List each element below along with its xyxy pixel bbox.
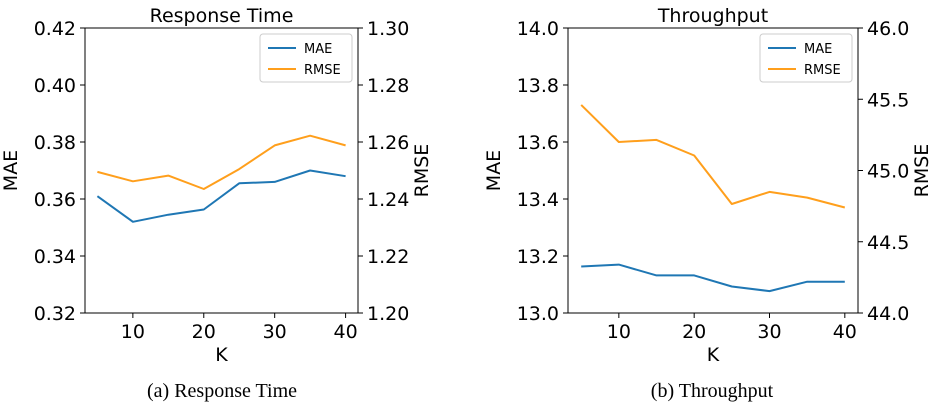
figure-caption: (b) Throughput bbox=[651, 380, 774, 402]
x-axis-label: K bbox=[215, 344, 228, 366]
chart-panel-0: Response Time 10 20 30 40 0.32 0.34 0.36 0.38 0.4… bbox=[0, 5, 433, 402]
series-line-rmse bbox=[97, 134, 346, 190]
series-line-mae bbox=[581, 263, 845, 293]
y2-tick-label: 45.5 bbox=[867, 89, 909, 111]
legend-label: MAE bbox=[804, 42, 832, 57]
y2-tick-label: 1.30 bbox=[367, 18, 409, 40]
y2-tick-label: 44.0 bbox=[867, 303, 909, 325]
plot-frame bbox=[84, 27, 359, 314]
chart-panel-1: Throughput 10 20 30 40 13.0 13.2 13.4 13.6 13.8 14… bbox=[483, 5, 933, 402]
legend: MAE RMSE bbox=[259, 33, 353, 83]
x-axis-label: K bbox=[707, 344, 720, 366]
y-tick-label: 0.34 bbox=[34, 246, 76, 268]
y2-tick-label: 1.22 bbox=[367, 246, 409, 268]
chart-title: Response Time bbox=[150, 5, 294, 27]
y-axis-label: MAE bbox=[483, 150, 505, 191]
y2-tick-label: 45.0 bbox=[867, 161, 909, 183]
y2-axis-label: RMSE bbox=[411, 144, 433, 198]
x-tick-label: 10 bbox=[121, 321, 145, 343]
figure-caption: (a) Response Time bbox=[147, 380, 297, 402]
y-tick-label: 14.0 bbox=[517, 18, 559, 40]
x-tick-label: 30 bbox=[263, 321, 287, 343]
y-tick-label: 13.4 bbox=[517, 189, 559, 211]
series-line-mae bbox=[96, 169, 346, 223]
y-tick-label: 13.8 bbox=[517, 75, 559, 97]
y-tick-label: 0.32 bbox=[34, 303, 76, 325]
series-line-rmse bbox=[580, 104, 846, 209]
y2-tick-label: 1.26 bbox=[367, 132, 409, 154]
y2-tick-label: 1.24 bbox=[367, 189, 409, 211]
y-tick-label: 13.0 bbox=[517, 303, 559, 325]
y2-tick-label: 46.0 bbox=[867, 18, 909, 40]
y-tick-label: 13.2 bbox=[517, 246, 559, 268]
legend-label: RMSE bbox=[804, 63, 841, 78]
y-tick-label: 0.38 bbox=[34, 132, 76, 154]
y2-axis-label: RMSE bbox=[911, 144, 933, 198]
y2-tick-label: 1.20 bbox=[367, 303, 409, 325]
legend-label: MAE bbox=[304, 42, 332, 57]
y-tick-label: 13.6 bbox=[517, 132, 559, 154]
y-tick-label: 0.42 bbox=[34, 18, 76, 40]
chart-title: Throughput bbox=[657, 5, 768, 27]
y2-tick-label: 44.5 bbox=[867, 232, 909, 254]
y2-tick-label: 1.28 bbox=[367, 75, 409, 97]
x-tick-label: 40 bbox=[833, 321, 857, 343]
y-tick-label: 0.36 bbox=[34, 189, 76, 211]
y-tick-label: 0.40 bbox=[34, 75, 76, 97]
x-tick-label: 20 bbox=[192, 321, 216, 343]
legend-label: RMSE bbox=[304, 63, 341, 78]
x-tick-label: 10 bbox=[607, 321, 631, 343]
legend: MAE RMSE bbox=[759, 33, 853, 83]
x-tick-label: 20 bbox=[682, 321, 706, 343]
x-tick-label: 30 bbox=[757, 321, 781, 343]
x-tick-label: 40 bbox=[333, 321, 357, 343]
y-axis-label: MAE bbox=[0, 150, 22, 191]
